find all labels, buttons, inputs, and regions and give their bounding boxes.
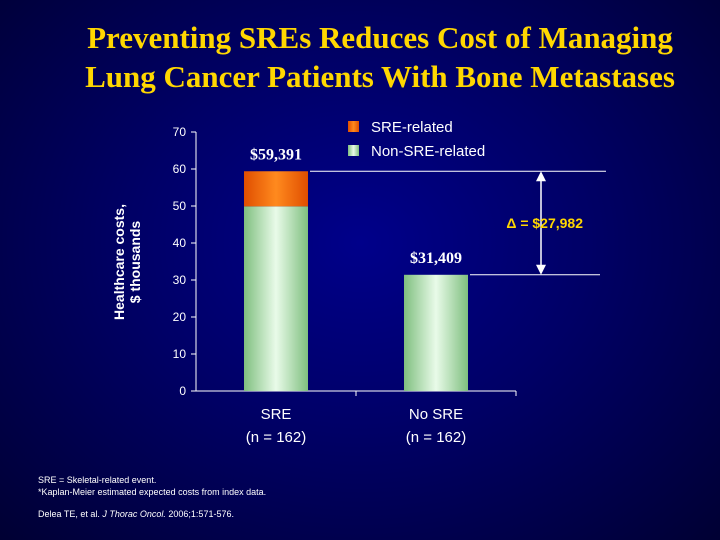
citation-authors: Delea TE, et al. — [38, 509, 103, 519]
citation: Delea TE, et al. J Thorac Oncol. 2006;1:… — [38, 508, 266, 520]
y-tick-label: 40 — [173, 236, 187, 250]
data-label: $59,391 — [250, 146, 302, 163]
slide-title: Preventing SREs Reduces Cost of Managing… — [60, 18, 700, 96]
legend-label: Non-SRE-related — [371, 143, 485, 160]
title-line-1: Preventing SREs Reduces Cost of Managing — [87, 20, 673, 55]
y-axis-label-line-2: $ thousands — [127, 221, 143, 304]
legend-swatch — [348, 145, 359, 156]
legend-swatch — [348, 121, 359, 132]
y-axis-label: Healthcare costs,$ thousands — [111, 204, 143, 320]
y-axis-label-line-1: Healthcare costs, — [111, 204, 127, 320]
category-label-line-2: (n = 162) — [246, 429, 306, 446]
category-label-line-1: SRE — [261, 406, 292, 423]
y-tick-label: 20 — [173, 310, 187, 324]
delta-annotation: Δ = $27,982 — [310, 170, 606, 276]
category-label-line-1: No SRE — [409, 406, 463, 423]
y-tick-label: 10 — [173, 347, 187, 361]
y-tick-label: 50 — [173, 199, 187, 213]
sre-related-bar — [244, 171, 308, 207]
footnote-abbreviation: SRE = Skeletal-related event. — [38, 475, 157, 485]
y-tick-label: 30 — [173, 273, 187, 287]
legend-label: SRE-related — [371, 119, 453, 136]
chart-bars — [244, 171, 468, 391]
y-tick-label: 0 — [179, 384, 186, 398]
non-sre-related-bar — [244, 206, 308, 391]
citation-journal: J Thorac Oncol. — [102, 509, 166, 519]
y-tick-label: 60 — [173, 162, 187, 176]
data-label: $31,409 — [410, 250, 462, 267]
delta-arrow-head-up — [536, 171, 546, 182]
delta-label: Δ = $27,982 — [506, 215, 583, 231]
citation-details: 2006;1:571-576. — [165, 509, 234, 519]
footnote-method: *Kaplan-Meier estimated expected costs f… — [38, 487, 267, 497]
category-label-line-2: (n = 162) — [406, 429, 466, 446]
chart-labels: SRE (n = 162) $59,391 No SRE (n = 162) $31,40… — [246, 146, 466, 446]
footnotes: SRE = Skeletal-related event. *Kaplan-Me… — [38, 474, 266, 520]
chart-axes: 0 10 20 30 40 50 60 70 Healthcare costs,$ thousa… — [111, 125, 517, 398]
y-tick-label: 70 — [173, 125, 187, 139]
chart-legend: SRE-related Non-SRE-related — [348, 119, 485, 160]
title-line-2: Lung Cancer Patients With Bone Metastase… — [85, 59, 675, 94]
delta-arrow-head-down — [536, 264, 546, 275]
non-sre-related-bar — [404, 274, 468, 391]
